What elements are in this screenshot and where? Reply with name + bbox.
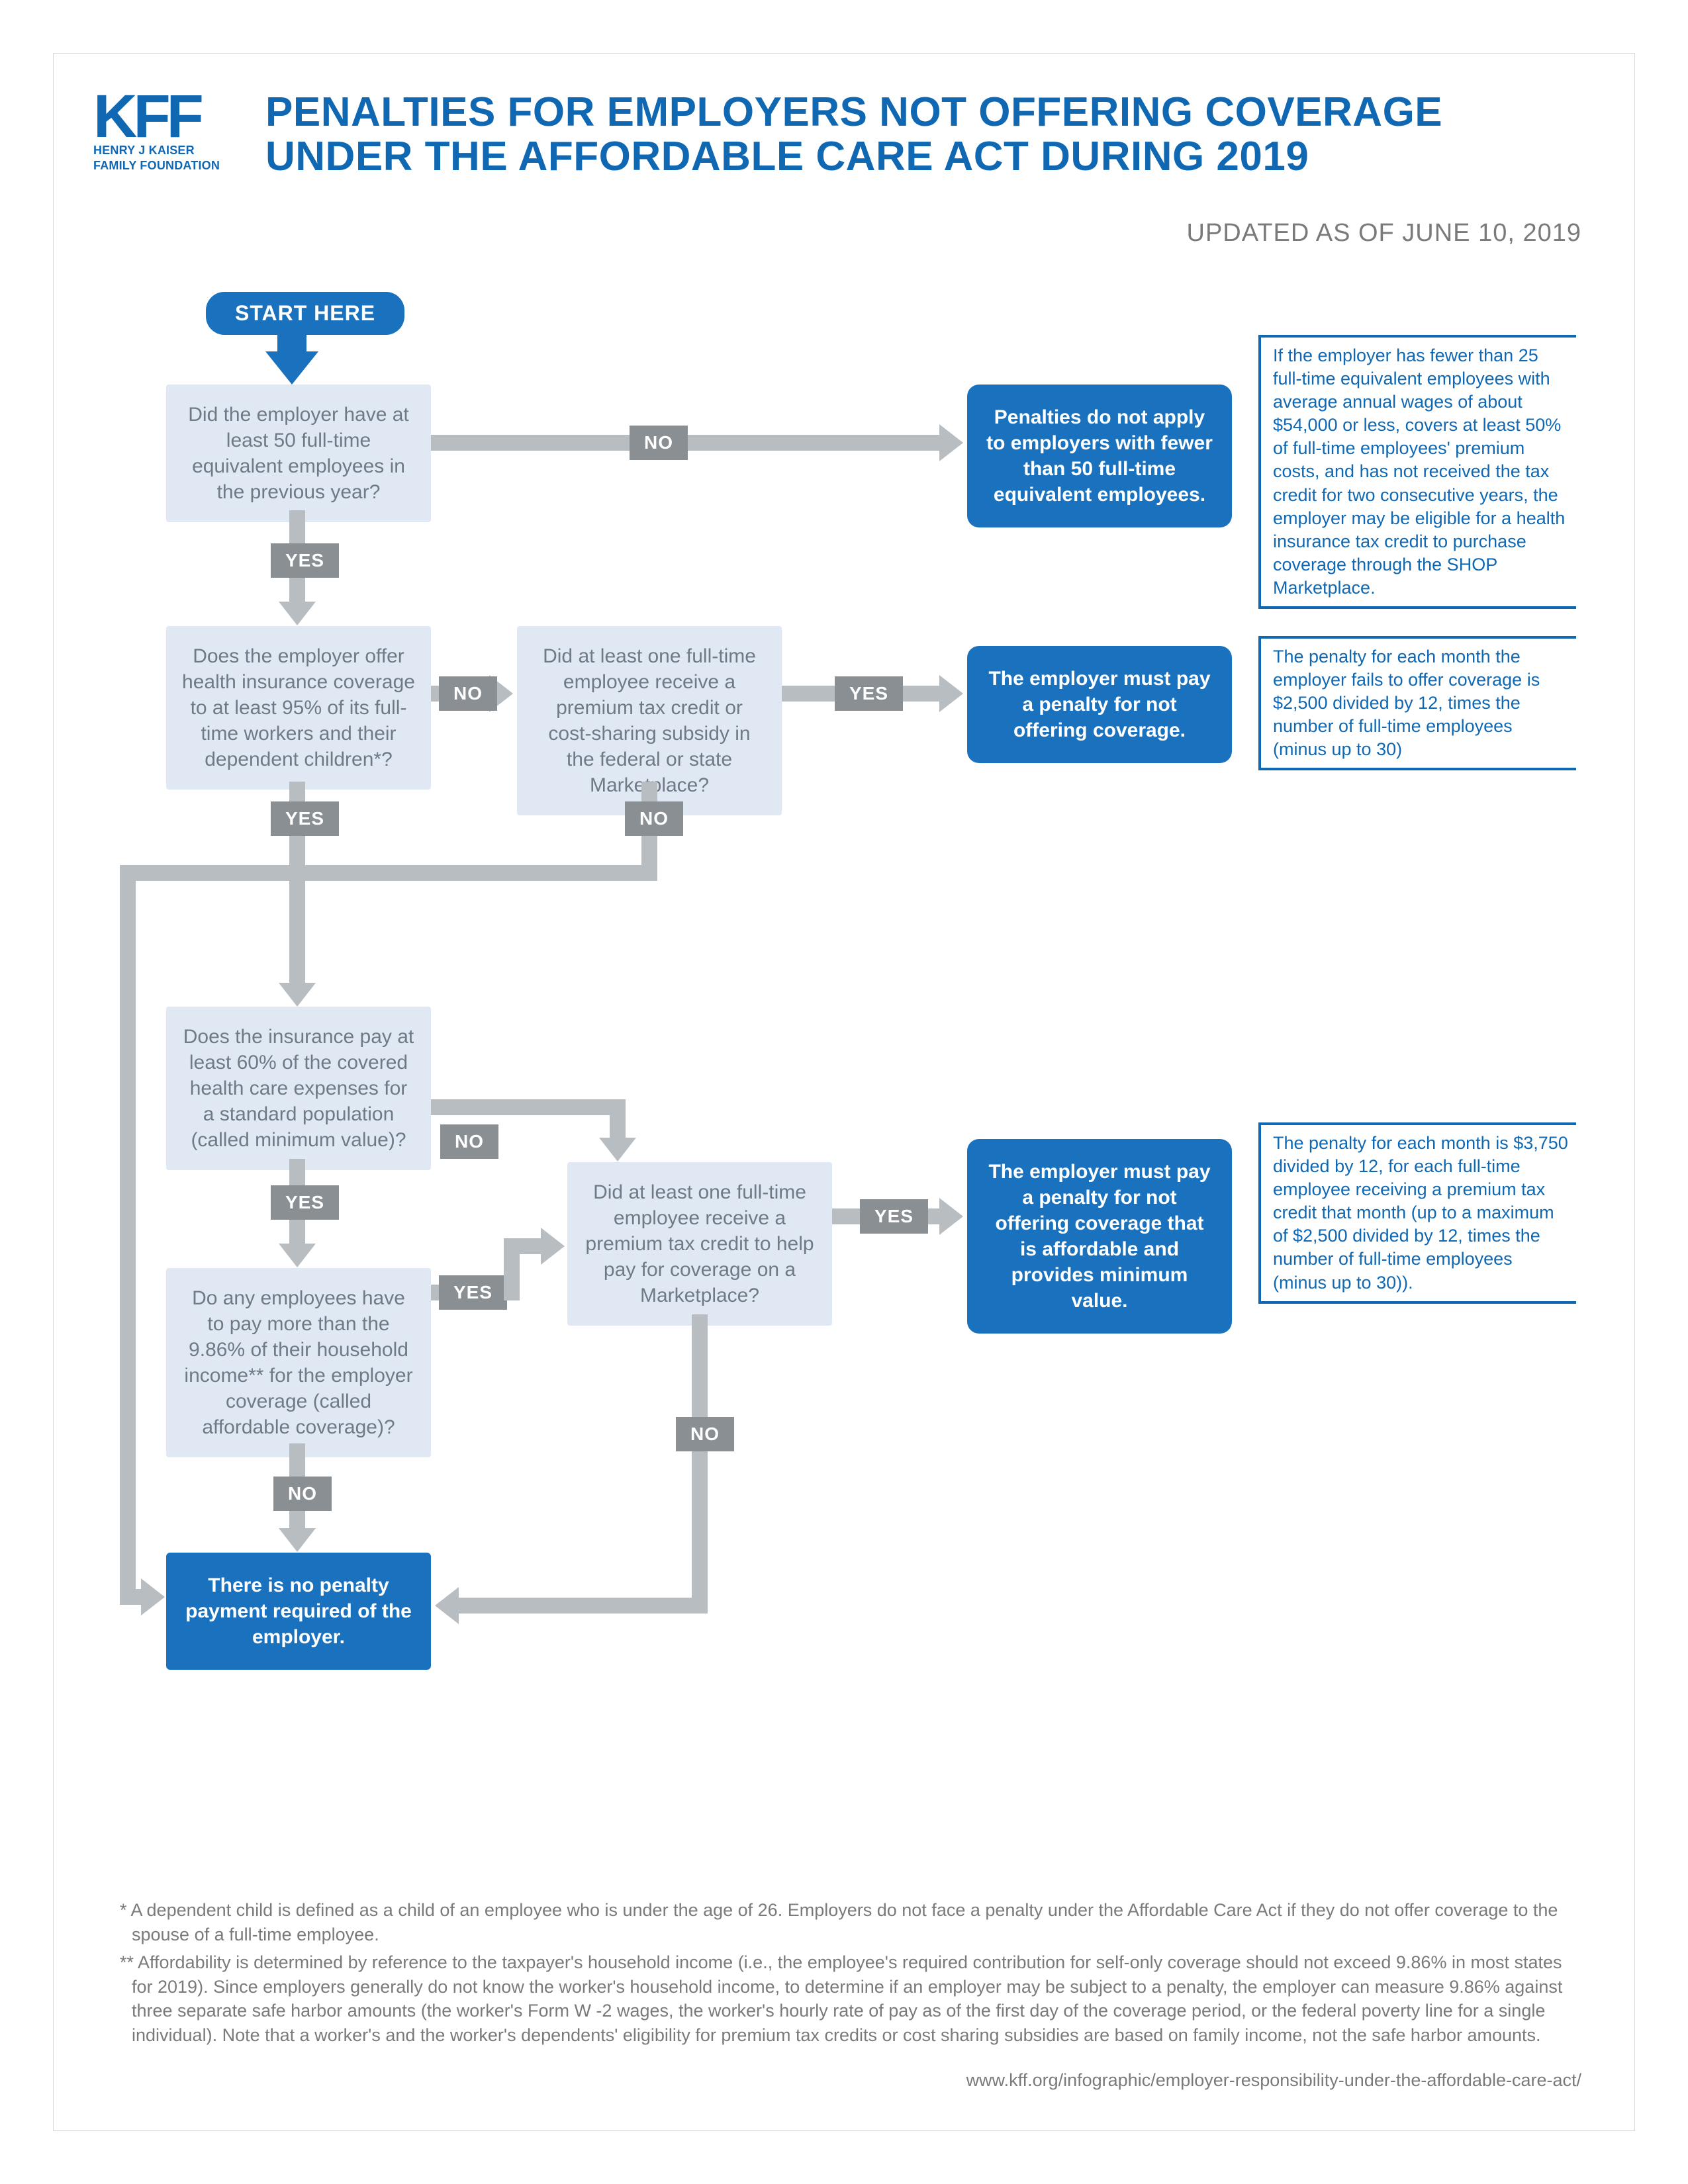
start-arrow-head	[265, 351, 318, 385]
label-yes: YES	[860, 1199, 928, 1234]
label-no: NO	[439, 676, 497, 711]
question-1: Did the employer have at least 50 full-t…	[166, 385, 431, 522]
arrow-down-icon	[279, 983, 316, 1007]
updated-date: UPDATED AS OF JUNE 10, 2019	[1187, 219, 1582, 248]
question-5: Do any employees have to pay more than t…	[166, 1268, 431, 1457]
logo-subtitle-2: FAMILY FOUNDATION	[93, 159, 239, 173]
arrow-down-icon	[279, 602, 316, 625]
label-yes: YES	[439, 1275, 507, 1310]
footnote-2: ** Affordability is determined by refere…	[120, 1950, 1581, 2047]
header: KFF HENRY J KAISER FAMILY FOUNDATION PEN…	[93, 91, 1589, 179]
label-no: NO	[676, 1417, 734, 1451]
kff-logo: KFF HENRY J KAISER FAMILY FOUNDATION	[93, 91, 239, 173]
label-yes: YES	[835, 676, 903, 711]
arrow-right-icon	[541, 1228, 565, 1265]
arrow-right-icon	[939, 424, 963, 461]
outcome-no-penalty: There is no penalty payment required of …	[166, 1553, 431, 1670]
question-4: Does the insurance pay at least 60% of t…	[166, 1007, 431, 1170]
label-yes: YES	[271, 543, 339, 578]
sidenote-penalty-3750: The penalty for each month is $3,750 div…	[1258, 1122, 1576, 1304]
start-badge: START HERE	[206, 292, 404, 335]
source-url: www.kff.org/infographic/employer-respons…	[966, 2070, 1581, 2091]
connector	[692, 1314, 708, 1598]
page-title: PENALTIES FOR EMPLOYERS NOT OFFERING COV…	[265, 91, 1589, 179]
arrow-down-icon	[279, 1528, 316, 1552]
connector	[431, 1099, 610, 1115]
logo-text: KFF	[93, 91, 239, 142]
label-yes: YES	[271, 1185, 339, 1220]
label-no: NO	[630, 426, 688, 460]
flowchart: START HERE Did the employer have at leas…	[93, 292, 1596, 1814]
start-arrow-stem	[277, 330, 306, 353]
connector	[504, 1238, 542, 1254]
sidenote-shop-credit: If the employer has fewer than 25 full-t…	[1258, 335, 1576, 609]
outcome-no-penalty-small: Penalties do not apply to employers with…	[967, 385, 1232, 527]
connector	[120, 1589, 142, 1605]
connector	[610, 1099, 626, 1139]
connector	[120, 865, 657, 881]
sidenote-penalty-2500: The penalty for each month the employer …	[1258, 636, 1576, 770]
connector	[457, 1598, 708, 1614]
footnotes: * A dependent child is defined as a chil…	[120, 1898, 1581, 2051]
logo-subtitle-1: HENRY J KAISER	[93, 144, 239, 158]
footnote-1: * A dependent child is defined as a chil…	[120, 1898, 1581, 1946]
label-no: NO	[440, 1124, 498, 1159]
outcome-penalty-affordable: The employer must pay a penalty for not …	[967, 1139, 1232, 1334]
question-2: Does the employer offer health insurance…	[166, 626, 431, 790]
label-no: NO	[273, 1477, 332, 1511]
connector	[120, 865, 136, 1589]
label-yes: YES	[271, 801, 339, 836]
question-6: Did at least one full-time employee rece…	[567, 1162, 832, 1326]
label-no: NO	[625, 801, 683, 836]
outcome-penalty-no-coverage: The employer must pay a penalty for not …	[967, 646, 1232, 763]
arrow-down-icon	[279, 1244, 316, 1267]
arrow-left-icon	[435, 1587, 459, 1624]
arrow-right-icon	[939, 1198, 963, 1235]
arrow-right-icon	[141, 1578, 165, 1615]
arrow-right-icon	[939, 675, 963, 712]
page-frame: KFF HENRY J KAISER FAMILY FOUNDATION PEN…	[53, 53, 1635, 2131]
arrow-down-icon	[599, 1138, 636, 1161]
